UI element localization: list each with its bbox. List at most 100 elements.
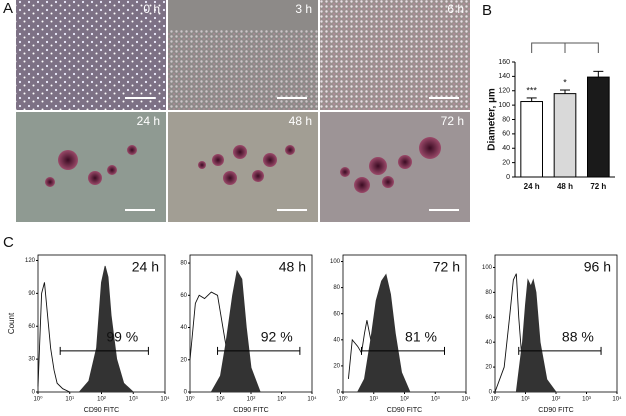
time-label: 3 h bbox=[295, 2, 312, 16]
y-tick-label: 120 bbox=[498, 88, 510, 95]
time-label: 48 h bbox=[279, 259, 306, 275]
spheroids bbox=[45, 137, 441, 193]
y-tick-label: 60 bbox=[485, 315, 492, 321]
panel-label: B bbox=[482, 2, 492, 19]
significance: *** bbox=[526, 85, 537, 95]
stained-histogram bbox=[210, 269, 261, 393]
time-label: 24 h bbox=[137, 114, 160, 128]
x-tick-label: 10³ bbox=[582, 397, 591, 403]
bar bbox=[553, 93, 577, 178]
x-tick-label: 24 h bbox=[524, 182, 540, 191]
time-label: 96 h bbox=[584, 259, 611, 275]
x-tick-label: 10¹ bbox=[65, 397, 74, 403]
x-tick-label: 10⁴ bbox=[612, 396, 622, 403]
x-tick-label: 10⁴ bbox=[461, 396, 471, 403]
micrograph bbox=[168, 112, 318, 222]
y-tick-label: 20 bbox=[502, 159, 510, 166]
y-tick-label: 40 bbox=[502, 145, 510, 152]
x-tick-label: 10⁰ bbox=[338, 396, 348, 403]
y-tick-label: 80 bbox=[485, 290, 492, 296]
gate-label: 99 % bbox=[106, 329, 138, 345]
y-tick-label: 80 bbox=[180, 261, 187, 267]
y-tick-label: 60 bbox=[28, 324, 35, 330]
time-label: 48 h bbox=[289, 114, 312, 128]
micrograph bbox=[16, 112, 166, 222]
y-tick-label: 160 bbox=[498, 59, 510, 66]
x-tick-label: 10¹ bbox=[521, 397, 530, 403]
y-tick-label: 100 bbox=[498, 102, 510, 109]
y-tick-label: 0 bbox=[32, 390, 36, 396]
y-tick-label: 40 bbox=[180, 325, 187, 331]
x-tick-label: 10³ bbox=[129, 397, 138, 403]
micrographs: 0 h 3 h 6 h 24 h 48 h 72 h bbox=[16, 0, 470, 222]
gate-label: 88 % bbox=[562, 329, 594, 345]
y-tick-label: 90 bbox=[28, 291, 35, 297]
y-tick-label: 0 bbox=[506, 174, 510, 181]
bar bbox=[520, 101, 543, 178]
x-tick-label: 10² bbox=[552, 397, 561, 403]
gate-label: 81 % bbox=[405, 329, 437, 345]
y-tick-label: 0 bbox=[184, 390, 188, 396]
x-tick-label: 10⁰ bbox=[33, 396, 43, 403]
x-tick-label: 10¹ bbox=[216, 397, 225, 403]
x-tick-label: 10⁰ bbox=[185, 396, 195, 403]
y-tick-label: 120 bbox=[25, 258, 36, 264]
x-tick-label: 10⁴ bbox=[307, 396, 317, 403]
control-histogram bbox=[37, 282, 70, 393]
cells bbox=[16, 0, 166, 110]
bar bbox=[587, 76, 610, 178]
x-tick-label: 10² bbox=[400, 397, 409, 403]
y-tick-label: 100 bbox=[330, 259, 341, 265]
cells bbox=[320, 0, 470, 110]
y-tick-label: 20 bbox=[180, 357, 187, 363]
stained-histogram bbox=[515, 278, 557, 393]
panel-label: C bbox=[3, 234, 14, 251]
y-tick-label: 140 bbox=[498, 73, 510, 80]
y-tick-label: 100 bbox=[482, 265, 493, 271]
x-axis-title: CD90 FITC bbox=[233, 407, 268, 414]
y-tick-label: 40 bbox=[333, 337, 340, 343]
time-label: 72 h bbox=[441, 114, 464, 128]
x-axis-title: CD90 FITC bbox=[538, 407, 573, 414]
x-tick-label: 72 h bbox=[590, 182, 606, 191]
significance: * bbox=[563, 77, 567, 87]
plot-frame bbox=[494, 254, 618, 393]
x-tick-label: 10¹ bbox=[369, 397, 378, 403]
x-tick-label: 48 h bbox=[557, 182, 573, 191]
y-tick-label: 60 bbox=[180, 293, 187, 299]
plot-frame bbox=[342, 254, 467, 393]
bracket bbox=[531, 42, 599, 53]
y-tick-label: 40 bbox=[485, 340, 492, 346]
panel-label: A bbox=[3, 0, 13, 17]
y-tick-label: 30 bbox=[28, 357, 35, 363]
x-tick-label: 10⁰ bbox=[490, 396, 500, 403]
x-tick-label: 10² bbox=[247, 397, 256, 403]
y-axis-title: Diameter, µm bbox=[487, 88, 498, 151]
stained-histogram bbox=[78, 265, 135, 393]
time-label: 0 h bbox=[143, 2, 160, 16]
x-tick-label: 10³ bbox=[431, 397, 440, 403]
y-tick-label: 80 bbox=[502, 116, 510, 123]
gate-label: 92 % bbox=[261, 329, 293, 345]
x-tick-label: 10² bbox=[97, 397, 106, 403]
y-tick-label: 60 bbox=[333, 311, 340, 317]
cells bbox=[168, 30, 318, 110]
time-label: 24 h bbox=[132, 259, 159, 275]
x-axis-title: CD90 FITC bbox=[387, 407, 422, 414]
y-tick-label: 0 bbox=[337, 390, 341, 396]
x-tick-label: 10⁴ bbox=[160, 396, 170, 403]
y-tick-label: 20 bbox=[485, 365, 492, 371]
y-tick-label: 0 bbox=[489, 390, 493, 396]
y-tick-label: 80 bbox=[333, 285, 340, 291]
time-label: 6 h bbox=[447, 2, 464, 16]
y-axis-title: Count bbox=[7, 312, 16, 334]
y-tick-label: 60 bbox=[502, 131, 510, 138]
y-tick-label: 20 bbox=[333, 363, 340, 369]
x-axis-title: CD90 FITC bbox=[84, 407, 119, 414]
stained-histogram bbox=[356, 273, 411, 393]
time-label: 72 h bbox=[433, 259, 460, 275]
x-tick-label: 10³ bbox=[277, 397, 286, 403]
scale-bars bbox=[125, 97, 459, 211]
micrograph bbox=[320, 112, 470, 222]
